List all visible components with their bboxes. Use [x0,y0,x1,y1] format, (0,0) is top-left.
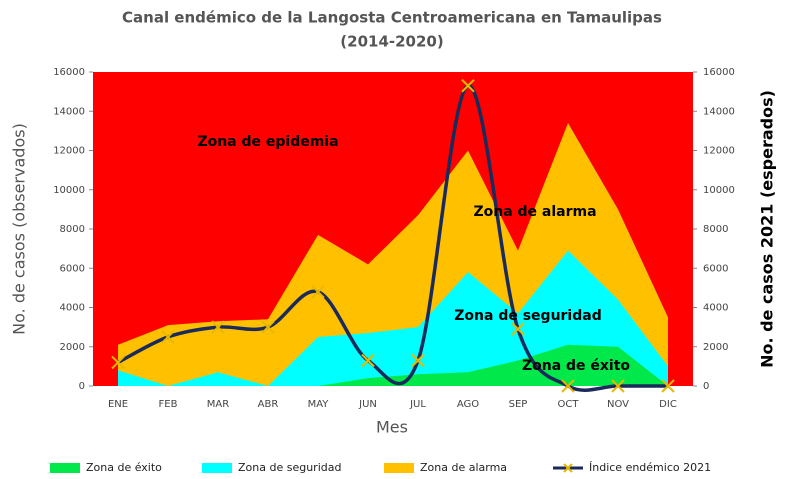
y2-tick-label: 6000 [703,263,728,274]
y-tick-label: 14000 [53,106,85,117]
y2-tick-label: 4000 [703,303,728,314]
y2-tick-label: 14000 [703,106,735,117]
legend-label: Zona de éxito [86,461,162,474]
y2-tick-label: 10000 [703,185,735,196]
y2-axis-label: No. de casos 2021 (esperados) [758,90,777,368]
x-tick-label: NOV [607,399,629,410]
legend-label: Zona de seguridad [238,461,341,474]
annotation: Zona de éxito [522,358,630,374]
area [118,250,668,386]
marker [661,379,675,393]
y-tick-label: 8000 [60,224,85,235]
marker [411,353,425,368]
chart-title: Canal endémico de la Langosta Centroamer… [122,9,662,27]
x-tick-label: DIC [659,399,677,410]
marker [211,320,225,334]
marker-stroke [411,353,425,368]
legend-marker-stroke [563,463,573,473]
legend-label: Índice endémico 2021 [589,461,711,474]
marker-stroke [461,79,475,93]
marker [511,322,525,336]
marker [561,379,575,393]
y2-tick-label: 0 [703,381,709,392]
marker [611,379,625,393]
x-tick-label: OCT [558,399,580,410]
y-tick-label: 4000 [60,303,85,314]
area [118,344,668,386]
y-axis-label: No. de casos (observados) [10,123,29,335]
x-tick-label: ENE [108,399,128,410]
y2-tick-label: 16000 [703,67,735,78]
marker-stroke [561,379,575,393]
x-tick-label: FEB [159,399,178,410]
chart-subtitle: (2014-2020) [340,33,443,51]
marker [461,79,475,93]
x-tick-label: MAY [308,399,330,410]
x-tick-label: JUN [358,399,377,410]
y2-tick-label: 12000 [703,146,735,157]
y2-tick-label: 8000 [703,224,728,235]
marker-stroke [311,285,325,299]
x-tick-label: SEP [509,399,528,410]
marker [311,285,325,299]
y2-tick-label: 2000 [703,342,728,353]
marker-stroke [661,379,675,393]
marker-stroke [111,355,125,370]
legend-swatch [384,463,414,473]
x-tick-label: JUL [409,399,426,410]
marker [161,330,175,344]
marker [261,320,275,334]
x-tick-label: MAR [207,399,229,410]
annotation: Zona de epidemia [197,134,338,150]
y-tick-label: 0 [79,381,85,392]
y-tick-label: 2000 [60,342,85,353]
y-tick-label: 12000 [53,146,85,157]
x-tick-label: ABR [258,399,279,410]
marker [361,353,375,368]
marker-stroke [211,320,225,334]
marker-stroke [261,320,275,334]
x-axis-label: Mes [376,418,408,437]
x-tick-label: AGO [457,399,479,410]
marker-stroke [611,379,625,393]
annotation: Zona de alarma [473,204,596,220]
marker [111,355,125,370]
y-tick-label: 10000 [53,185,85,196]
legend-label: Zona de alarma [420,461,507,474]
y-tick-label: 16000 [53,67,85,78]
line [117,83,668,392]
marker-stroke [511,322,525,336]
legend-swatch [50,463,80,473]
annotation: Zona de seguridad [454,308,601,324]
marker-stroke [161,330,175,344]
marker-stroke [361,353,375,368]
legend-swatch [202,463,232,473]
y-tick-label: 6000 [60,263,85,274]
